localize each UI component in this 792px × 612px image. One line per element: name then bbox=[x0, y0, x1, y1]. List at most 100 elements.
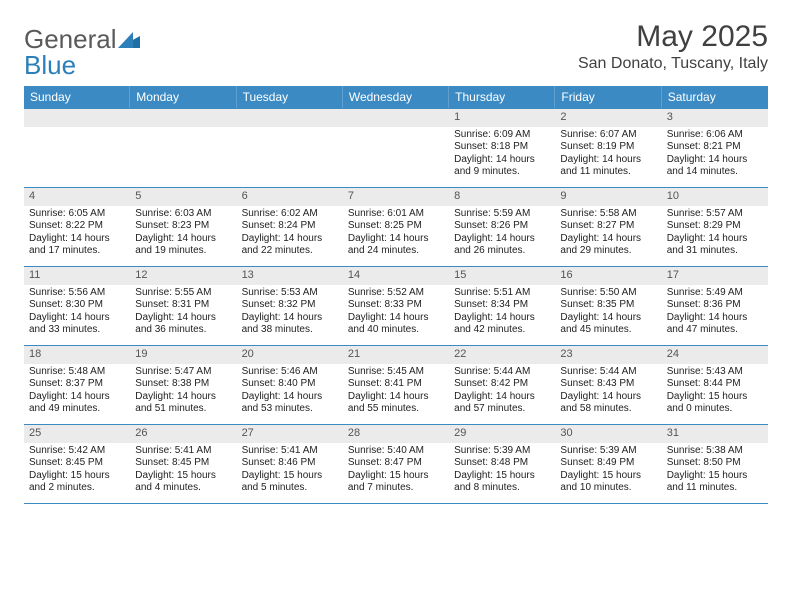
calendar-cell: 26Sunrise: 5:41 AMSunset: 8:45 PMDayligh… bbox=[130, 425, 236, 503]
weekday-label: Tuesday bbox=[237, 86, 343, 108]
daylight-text: Daylight: 14 hours and 33 minutes. bbox=[29, 312, 125, 337]
logo: General Blue bbox=[24, 26, 140, 78]
daylight-text: Daylight: 14 hours and 17 minutes. bbox=[29, 233, 125, 258]
sunrise-text: Sunrise: 5:51 AM bbox=[454, 287, 550, 300]
calendar-cell: 22Sunrise: 5:44 AMSunset: 8:42 PMDayligh… bbox=[449, 346, 555, 424]
day-number: 27 bbox=[237, 425, 343, 443]
calendar-cell: 20Sunrise: 5:46 AMSunset: 8:40 PMDayligh… bbox=[237, 346, 343, 424]
day-info: Sunrise: 6:01 AMSunset: 8:25 PMDaylight:… bbox=[343, 206, 449, 262]
day-number: 2 bbox=[555, 109, 661, 127]
calendar-cell: 24Sunrise: 5:43 AMSunset: 8:44 PMDayligh… bbox=[662, 346, 768, 424]
sunrise-text: Sunrise: 5:39 AM bbox=[454, 445, 550, 458]
calendar-cell: 1Sunrise: 6:09 AMSunset: 8:18 PMDaylight… bbox=[449, 109, 555, 187]
calendar-body: 1Sunrise: 6:09 AMSunset: 8:18 PMDaylight… bbox=[24, 108, 768, 504]
day-number: 29 bbox=[449, 425, 555, 443]
day-number: 14 bbox=[343, 267, 449, 285]
daylight-text: Daylight: 15 hours and 4 minutes. bbox=[135, 470, 231, 495]
month-title: May 2025 bbox=[578, 20, 768, 53]
sunrise-text: Sunrise: 5:40 AM bbox=[348, 445, 444, 458]
sunrise-text: Sunrise: 5:49 AM bbox=[667, 287, 763, 300]
calendar-cell: 8Sunrise: 5:59 AMSunset: 8:26 PMDaylight… bbox=[449, 188, 555, 266]
day-info: Sunrise: 6:03 AMSunset: 8:23 PMDaylight:… bbox=[130, 206, 236, 262]
day-info: Sunrise: 5:39 AMSunset: 8:49 PMDaylight:… bbox=[555, 443, 661, 499]
calendar-page: General Blue May 2025 San Donato, Tuscan… bbox=[0, 0, 792, 524]
calendar-row: 18Sunrise: 5:48 AMSunset: 8:37 PMDayligh… bbox=[24, 345, 768, 424]
sunrise-text: Sunrise: 5:45 AM bbox=[348, 366, 444, 379]
sunset-text: Sunset: 8:21 PM bbox=[667, 141, 763, 154]
day-info: Sunrise: 5:52 AMSunset: 8:33 PMDaylight:… bbox=[343, 285, 449, 341]
day-number bbox=[130, 109, 236, 127]
sunrise-text: Sunrise: 5:44 AM bbox=[560, 366, 656, 379]
sunrise-text: Sunrise: 5:53 AM bbox=[242, 287, 338, 300]
sunset-text: Sunset: 8:36 PM bbox=[667, 299, 763, 312]
calendar-row: 4Sunrise: 6:05 AMSunset: 8:22 PMDaylight… bbox=[24, 187, 768, 266]
calendar-cell: 19Sunrise: 5:47 AMSunset: 8:38 PMDayligh… bbox=[130, 346, 236, 424]
calendar-row: 25Sunrise: 5:42 AMSunset: 8:45 PMDayligh… bbox=[24, 424, 768, 504]
sunset-text: Sunset: 8:37 PM bbox=[29, 378, 125, 391]
day-info: Sunrise: 5:58 AMSunset: 8:27 PMDaylight:… bbox=[555, 206, 661, 262]
calendar-cell: 6Sunrise: 6:02 AMSunset: 8:24 PMDaylight… bbox=[237, 188, 343, 266]
daylight-text: Daylight: 14 hours and 57 minutes. bbox=[454, 391, 550, 416]
sunrise-text: Sunrise: 6:01 AM bbox=[348, 208, 444, 221]
sunset-text: Sunset: 8:45 PM bbox=[135, 457, 231, 470]
weekday-label: Saturday bbox=[662, 86, 768, 108]
day-info: Sunrise: 5:48 AMSunset: 8:37 PMDaylight:… bbox=[24, 364, 130, 420]
calendar-cell: 30Sunrise: 5:39 AMSunset: 8:49 PMDayligh… bbox=[555, 425, 661, 503]
weekday-label: Sunday bbox=[24, 86, 130, 108]
header: General Blue May 2025 San Donato, Tuscan… bbox=[24, 20, 768, 78]
daylight-text: Daylight: 15 hours and 0 minutes. bbox=[667, 391, 763, 416]
day-info: Sunrise: 5:42 AMSunset: 8:45 PMDaylight:… bbox=[24, 443, 130, 499]
day-info: Sunrise: 6:05 AMSunset: 8:22 PMDaylight:… bbox=[24, 206, 130, 262]
sunset-text: Sunset: 8:31 PM bbox=[135, 299, 231, 312]
daylight-text: Daylight: 14 hours and 53 minutes. bbox=[242, 391, 338, 416]
sunrise-text: Sunrise: 5:38 AM bbox=[667, 445, 763, 458]
calendar-cell: 23Sunrise: 5:44 AMSunset: 8:43 PMDayligh… bbox=[555, 346, 661, 424]
calendar-cell: 17Sunrise: 5:49 AMSunset: 8:36 PMDayligh… bbox=[662, 267, 768, 345]
title-block: May 2025 San Donato, Tuscany, Italy bbox=[578, 20, 768, 73]
sunset-text: Sunset: 8:19 PM bbox=[560, 141, 656, 154]
day-number: 4 bbox=[24, 188, 130, 206]
day-info: Sunrise: 5:57 AMSunset: 8:29 PMDaylight:… bbox=[662, 206, 768, 262]
sunrise-text: Sunrise: 6:03 AM bbox=[135, 208, 231, 221]
day-info: Sunrise: 5:43 AMSunset: 8:44 PMDaylight:… bbox=[662, 364, 768, 420]
day-number: 19 bbox=[130, 346, 236, 364]
sunrise-text: Sunrise: 5:57 AM bbox=[667, 208, 763, 221]
day-info: Sunrise: 5:56 AMSunset: 8:30 PMDaylight:… bbox=[24, 285, 130, 341]
day-number: 13 bbox=[237, 267, 343, 285]
day-number bbox=[343, 109, 449, 127]
calendar-cell: 13Sunrise: 5:53 AMSunset: 8:32 PMDayligh… bbox=[237, 267, 343, 345]
calendar-cell: 3Sunrise: 6:06 AMSunset: 8:21 PMDaylight… bbox=[662, 109, 768, 187]
sunset-text: Sunset: 8:34 PM bbox=[454, 299, 550, 312]
calendar-cell: 7Sunrise: 6:01 AMSunset: 8:25 PMDaylight… bbox=[343, 188, 449, 266]
day-info: Sunrise: 5:45 AMSunset: 8:41 PMDaylight:… bbox=[343, 364, 449, 420]
sunrise-text: Sunrise: 5:56 AM bbox=[29, 287, 125, 300]
sunset-text: Sunset: 8:32 PM bbox=[242, 299, 338, 312]
calendar-cell: 16Sunrise: 5:50 AMSunset: 8:35 PMDayligh… bbox=[555, 267, 661, 345]
daylight-text: Daylight: 14 hours and 51 minutes. bbox=[135, 391, 231, 416]
location: San Donato, Tuscany, Italy bbox=[578, 55, 768, 73]
day-number: 10 bbox=[662, 188, 768, 206]
calendar-cell: 5Sunrise: 6:03 AMSunset: 8:23 PMDaylight… bbox=[130, 188, 236, 266]
sunset-text: Sunset: 8:29 PM bbox=[667, 220, 763, 233]
sunrise-text: Sunrise: 6:07 AM bbox=[560, 129, 656, 142]
daylight-text: Daylight: 14 hours and 47 minutes. bbox=[667, 312, 763, 337]
sunset-text: Sunset: 8:45 PM bbox=[29, 457, 125, 470]
day-info: Sunrise: 5:50 AMSunset: 8:35 PMDaylight:… bbox=[555, 285, 661, 341]
sunset-text: Sunset: 8:40 PM bbox=[242, 378, 338, 391]
daylight-text: Daylight: 14 hours and 26 minutes. bbox=[454, 233, 550, 258]
sunrise-text: Sunrise: 5:43 AM bbox=[667, 366, 763, 379]
sunset-text: Sunset: 8:43 PM bbox=[560, 378, 656, 391]
daylight-text: Daylight: 14 hours and 49 minutes. bbox=[29, 391, 125, 416]
day-info: Sunrise: 5:41 AMSunset: 8:45 PMDaylight:… bbox=[130, 443, 236, 499]
calendar-cell bbox=[237, 109, 343, 187]
sunrise-text: Sunrise: 5:46 AM bbox=[242, 366, 338, 379]
day-number bbox=[24, 109, 130, 127]
daylight-text: Daylight: 14 hours and 42 minutes. bbox=[454, 312, 550, 337]
calendar-cell: 28Sunrise: 5:40 AMSunset: 8:47 PMDayligh… bbox=[343, 425, 449, 503]
day-info: Sunrise: 6:06 AMSunset: 8:21 PMDaylight:… bbox=[662, 127, 768, 183]
sunset-text: Sunset: 8:38 PM bbox=[135, 378, 231, 391]
day-info: Sunrise: 6:02 AMSunset: 8:24 PMDaylight:… bbox=[237, 206, 343, 262]
sunrise-text: Sunrise: 6:02 AM bbox=[242, 208, 338, 221]
daylight-text: Daylight: 14 hours and 22 minutes. bbox=[242, 233, 338, 258]
day-number: 11 bbox=[24, 267, 130, 285]
